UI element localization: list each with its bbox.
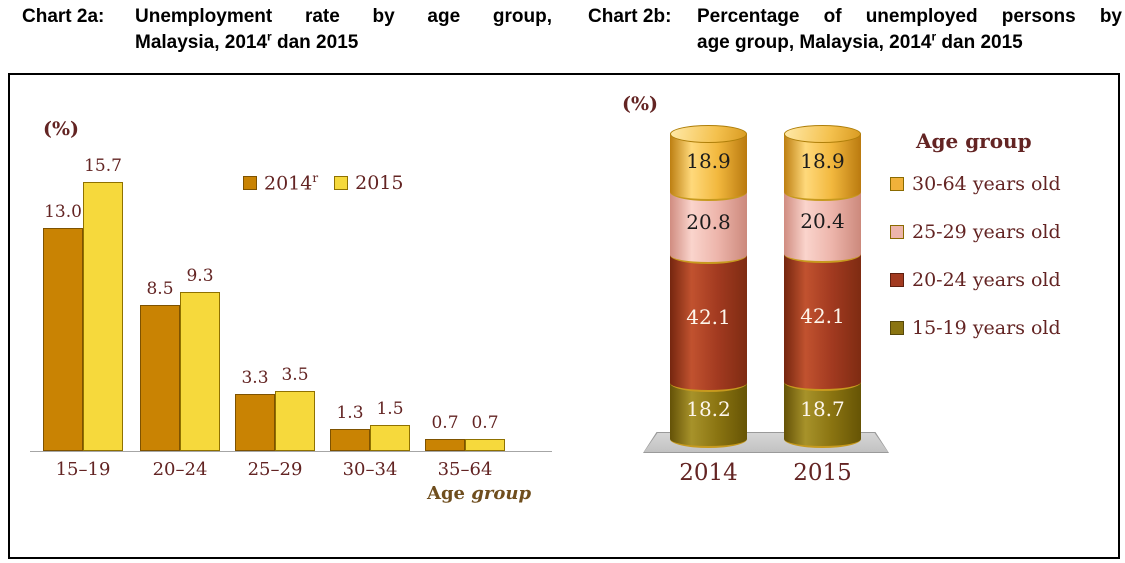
legend-swatch-25-29 years old xyxy=(890,224,904,239)
xaxis-title-word1: Age xyxy=(427,483,472,504)
cylinder-top-cap-2014 xyxy=(670,125,747,143)
category-label: 20–24 xyxy=(152,459,208,480)
legend-swatch-2014 xyxy=(243,175,257,190)
chart2b-title: Chart 2b: Percentage of unemployed perso… xyxy=(588,4,1122,56)
segment-value-label: 18.7 xyxy=(800,396,845,421)
bar-2014-20–24 xyxy=(140,305,180,451)
chart2a-legend-item-2015: 2015 xyxy=(334,171,403,194)
segment-2015-15-19 years old xyxy=(784,382,861,448)
segment-2014-25-29 years old xyxy=(670,192,747,264)
legend-label-2014: 2014r xyxy=(264,171,319,195)
segment-2014-20-24 years old xyxy=(670,255,747,392)
chart2a-legend-item-2014: 2014r xyxy=(243,171,318,194)
category-label: 30–34 xyxy=(342,459,398,480)
xaxis-title-word2: group xyxy=(471,483,532,504)
legend-swatch-20-24 years old xyxy=(890,272,904,287)
segment-value-label: 20.8 xyxy=(686,209,731,234)
chart2a-title-line1: Unemployment rate by age group, xyxy=(135,6,552,27)
segment-2015-20-24 years old xyxy=(784,254,861,391)
segment-2015-30-64 years old xyxy=(784,134,861,201)
chart2b-category-label-2014: 2014 xyxy=(679,460,738,486)
legend-label-15-19 years old: 15-19 years old xyxy=(912,316,1061,339)
bar-value-label: 1.5 xyxy=(376,399,404,419)
bar-value-label: 15.7 xyxy=(84,156,122,176)
segment-value-label: 18.2 xyxy=(686,397,731,421)
bar-2014-25–29 xyxy=(235,394,275,451)
legend-label-25-29 years old: 25-29 years old xyxy=(912,220,1061,243)
segment-value-label: 42.1 xyxy=(800,304,845,328)
chart2b-title-superscript-r: r xyxy=(931,29,937,44)
chart2b-legend-item-30-64 years old: 30-64 years old xyxy=(890,172,1061,195)
legend-swatch-15-19 years old xyxy=(890,320,904,335)
chart2a-title-prefix: Chart 2a: xyxy=(22,6,105,27)
bar-2015-20–24 xyxy=(180,292,220,451)
bar-2015-35–64 xyxy=(465,439,505,451)
chart2b-title-line2-text: age group, Malaysia, 2014 xyxy=(697,32,932,53)
bar-2015-15–19 xyxy=(83,182,123,451)
chart2b-legend-items: 30-64 years old 25-29 years old 20-24 year… xyxy=(890,172,1061,339)
chart2b-unit-label: (%) xyxy=(622,93,659,115)
legend-label-30-64 years old: 30-64 years old xyxy=(912,172,1061,195)
bar-value-label: 8.5 xyxy=(146,279,174,299)
chart2b-legend-title: Age group xyxy=(916,129,1032,153)
bar-2014-30–34 xyxy=(330,429,370,451)
chart2b-legend-item-15-19 years old: 15-19 years old xyxy=(890,316,1061,339)
chart2b-category-label-2015: 2015 xyxy=(793,460,852,486)
chart2a-title: Chart 2a: Unemployment rate by age group… xyxy=(22,4,552,56)
chart2a-title-line2: Malaysia, 2014r dan 2015 xyxy=(135,30,552,56)
legend-label-2015: 2015 xyxy=(355,171,404,194)
chart2a-title-line2-tail: dan 2015 xyxy=(271,32,359,53)
chart2a-title-line2-text: Malaysia, 2014 xyxy=(135,32,268,53)
chart2b-title-prefix: Chart 2b: xyxy=(588,6,672,27)
legend-label-20-24 years old: 20-24 years old xyxy=(912,268,1061,291)
legend-swatch-30-64 years old xyxy=(890,176,904,191)
bar-value-label: 0.7 xyxy=(431,413,459,433)
bar-2015-25–29 xyxy=(275,391,315,451)
bar-value-label: 0.7 xyxy=(471,413,499,433)
bar-value-label: 9.3 xyxy=(186,266,214,286)
chart2a-unit-label: (%) xyxy=(43,118,80,140)
bar-2014-15–19 xyxy=(43,228,83,451)
chart2b-title-body: Percentage of unemployed persons by age … xyxy=(697,4,1122,56)
cylinder-top-cap-2015 xyxy=(784,125,861,143)
chart2a-title-body: Unemployment rate by age group, Malaysia… xyxy=(135,4,552,56)
category-label: 15–19 xyxy=(55,459,111,480)
chart2a-xaxis-title: Age group xyxy=(427,483,531,504)
segment-value-label: 42.1 xyxy=(686,305,731,329)
segment-2014-30-64 years old xyxy=(670,134,747,201)
legend-swatch-2015 xyxy=(334,175,349,190)
charts-frame: (%) 2014r 2015 13.0 15.7 15–19 8.5 9.3 20–24 3.… xyxy=(8,73,1120,559)
chart2b-title-line1: Percentage of unemployed persons by xyxy=(697,6,1122,27)
bar-2015-30–34 xyxy=(370,425,410,451)
chart2a-title-superscript-r: r xyxy=(267,29,272,44)
chart2a-legend: 2014r 2015 xyxy=(243,171,403,194)
chart2b-title-line2: age group, Malaysia, 2014r dan 2015 xyxy=(697,30,1122,56)
chart2b-legend-item-20-24 years old: 20-24 years old xyxy=(890,268,1061,291)
segment-value-label: 20.4 xyxy=(800,209,845,233)
bar-2014-35–64 xyxy=(425,439,465,451)
bar-value-label: 13.0 xyxy=(44,202,82,222)
segment-value-label: 18.9 xyxy=(686,149,731,173)
category-label: 25–29 xyxy=(247,459,303,480)
chart2a-x-axis-line xyxy=(30,451,552,452)
segment-value-label: 18.9 xyxy=(800,149,845,173)
bar-value-label: 1.3 xyxy=(336,403,364,423)
segment-2014-15-19 years old xyxy=(670,383,747,448)
category-label: 35–64 xyxy=(437,459,493,480)
chart2b-legend-item-25-29 years old: 25-29 years old xyxy=(890,220,1061,243)
chart2b-legend: Age group 30-64 years old 25-29 years old… xyxy=(890,129,1061,365)
bar-value-label: 3.5 xyxy=(281,365,309,385)
chart2b-title-line2-tail: dan 2015 xyxy=(936,32,1023,53)
segment-2015-25-29 years old xyxy=(784,192,861,263)
bar-value-label: 3.3 xyxy=(241,368,269,388)
